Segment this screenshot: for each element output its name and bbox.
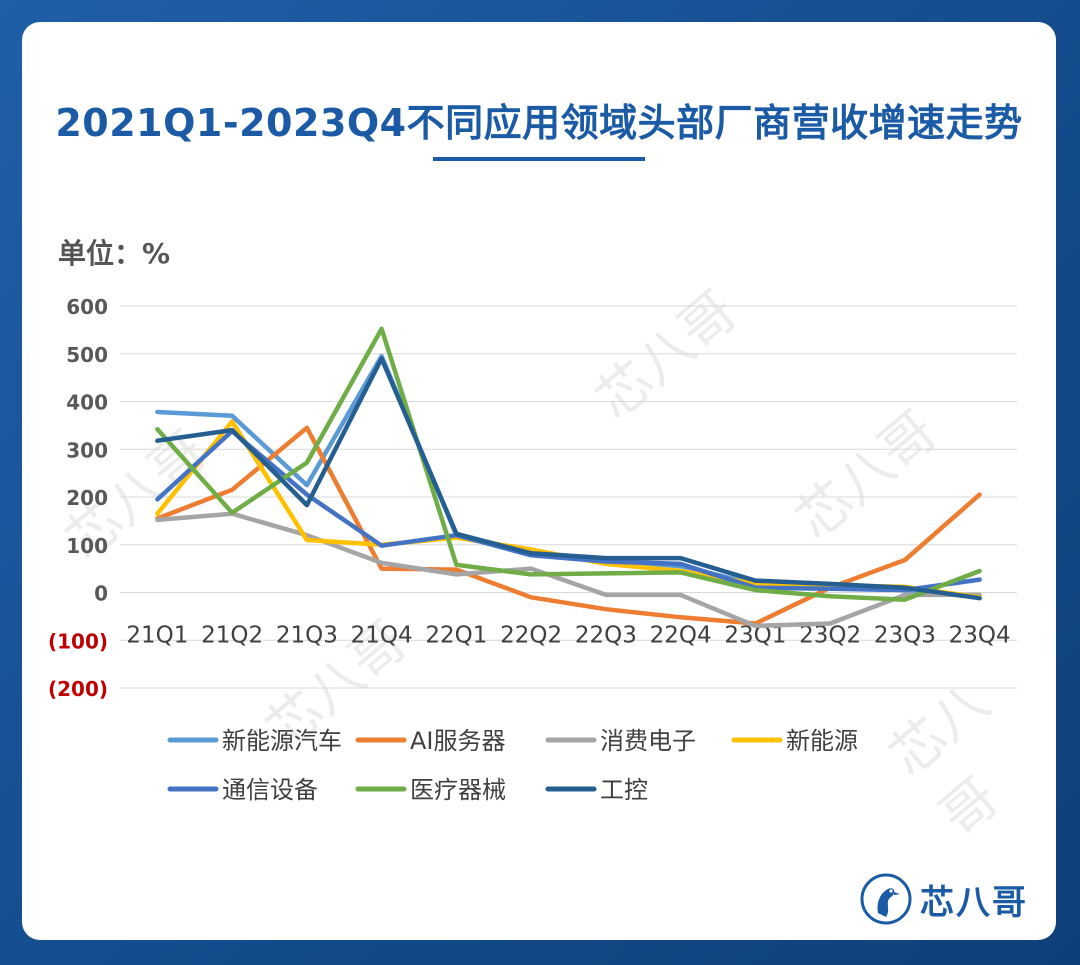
- x-tick-label: 22Q3: [575, 623, 637, 649]
- x-tick-label: 22Q4: [650, 623, 712, 649]
- y-tick-label: 600: [66, 295, 108, 319]
- x-tick-label: 23Q3: [874, 623, 936, 649]
- x-tick-label: 21Q2: [201, 623, 263, 649]
- y-tick-label: (200): [48, 677, 108, 701]
- legend-label: 消费电子: [600, 727, 696, 755]
- legend-label: 工控: [600, 776, 648, 804]
- unit-label: 单位：%: [58, 237, 171, 270]
- x-tick-label: 21Q3: [276, 623, 338, 649]
- y-tick-label: 100: [66, 534, 108, 558]
- series-line: [155, 326, 982, 602]
- line-chart: 600 500 400 300 200 100 0 (100) (200) 21Q1 21Q2 21Q…: [48, 295, 1017, 804]
- x-tick-label: 22Q2: [500, 623, 562, 649]
- y-tick-label: 200: [66, 486, 108, 510]
- x-tick-label: 23Q2: [799, 623, 861, 649]
- chart-card: 2021Q1-2023Q4不同应用领域头部厂商营收增速走势 单位：% 芯八哥 芯…: [22, 22, 1056, 940]
- series-line: [155, 356, 982, 601]
- x-tick-label: 21Q4: [351, 623, 413, 649]
- bird-logo-icon: [860, 873, 912, 925]
- legend-label: 新能源: [786, 727, 858, 755]
- y-tick-label: 0: [94, 582, 108, 606]
- y-tick-label: 500: [66, 343, 108, 367]
- series-line: [155, 428, 982, 593]
- y-tick-label: (100): [48, 629, 108, 653]
- y-tick-label: 400: [66, 391, 108, 415]
- brand-logo: 芯八哥: [860, 870, 1028, 928]
- x-tick-label: 21Q1: [126, 623, 188, 649]
- legend-label: 通信设备: [222, 776, 318, 804]
- x-tick-label: 22Q1: [425, 623, 487, 649]
- brand-name: 芯八哥: [920, 882, 1028, 923]
- y-tick-label: 300: [66, 438, 108, 462]
- series-line: [155, 511, 982, 629]
- chart-title: 2021Q1-2023Q4不同应用领域头部厂商营收增速走势: [55, 101, 1023, 145]
- title-underline: [433, 157, 645, 161]
- legend-label: 新能源汽车: [222, 727, 342, 755]
- legend-label: AI服务器: [410, 727, 506, 755]
- legend-label: 医疗器械: [410, 776, 506, 804]
- x-tick-label: 23Q4: [949, 623, 1011, 649]
